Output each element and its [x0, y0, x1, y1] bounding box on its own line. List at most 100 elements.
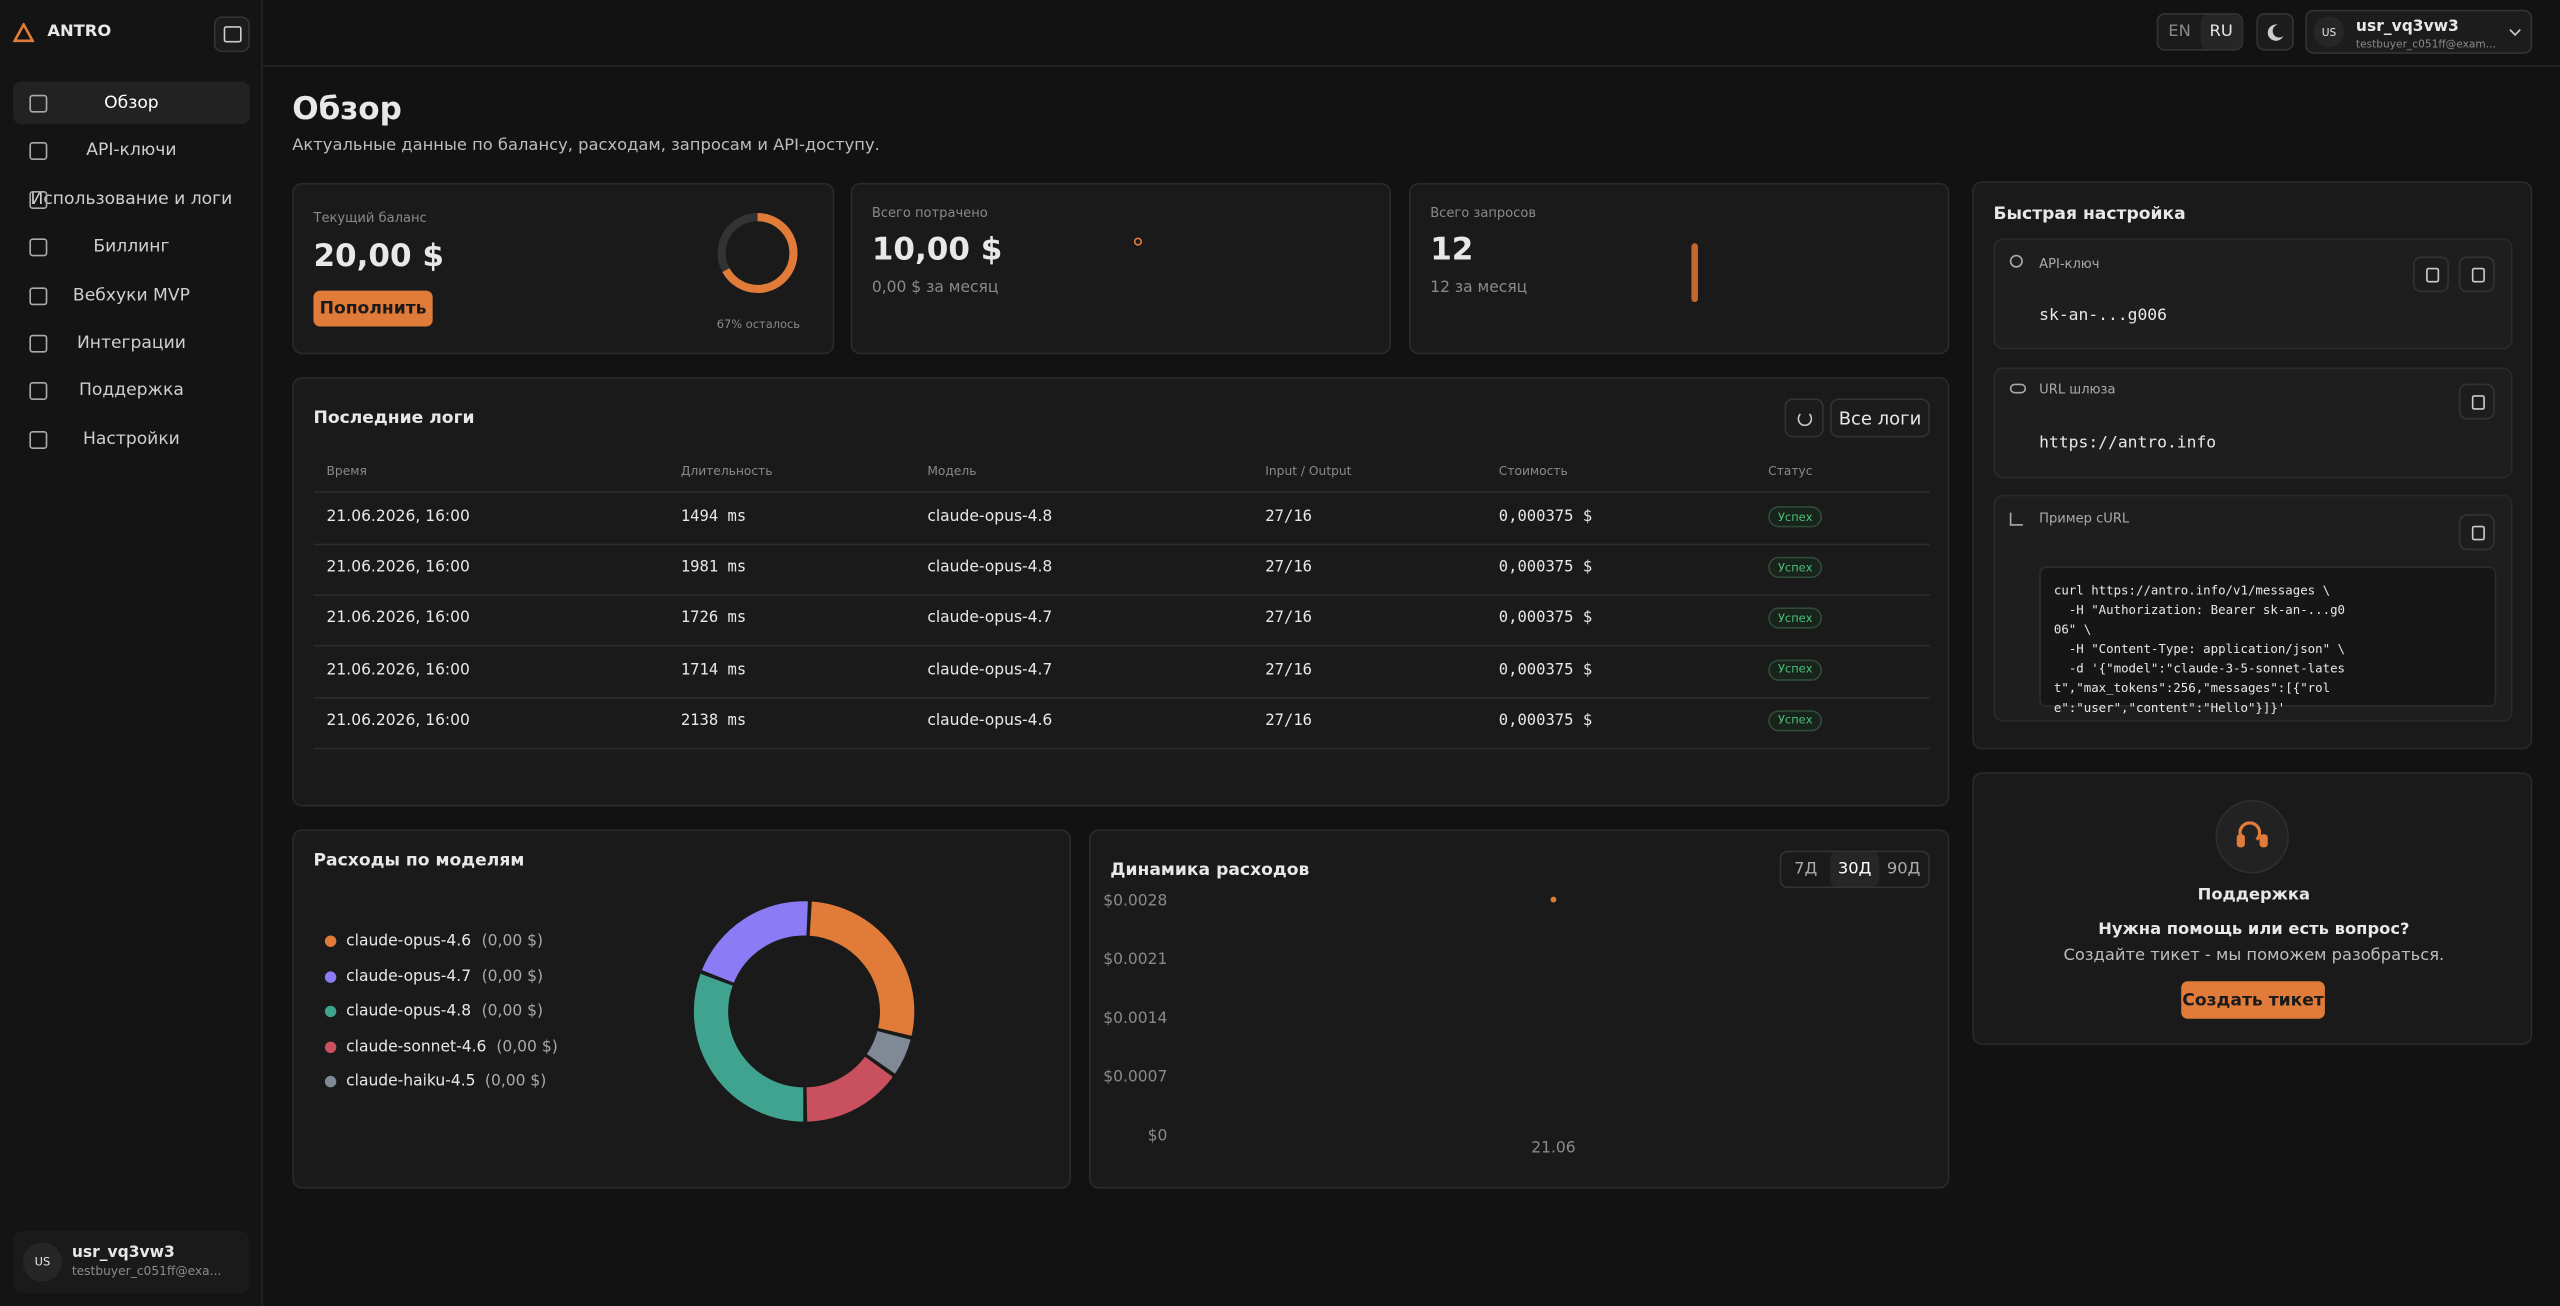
column-header: Стоимость — [1498, 463, 1568, 479]
nav-item[interactable]: API-ключи — [13, 130, 250, 172]
create-ticket-button[interactable]: Создать тикет — [2181, 981, 2325, 1019]
table-cell: claude-opus-4.7 — [927, 609, 1053, 628]
avatar: US — [2313, 16, 2345, 48]
table-cell: claude-opus-4.6 — [927, 711, 1053, 730]
donut-segment — [692, 971, 805, 1124]
nav-item[interactable]: Настройки — [13, 418, 250, 460]
nav-item[interactable]: Поддержка — [13, 370, 250, 412]
nav-item[interactable]: Биллинг — [13, 226, 250, 268]
legend-swatch — [324, 1040, 337, 1053]
row-divider — [313, 747, 1930, 750]
legend-amount: (0,00 $) — [481, 1002, 544, 1021]
nav-icon — [29, 382, 48, 401]
table-cell: claude-opus-4.8 — [927, 558, 1053, 577]
lang-ru[interactable]: RU — [2200, 14, 2242, 49]
legend-swatch — [324, 935, 337, 947]
legend-name: claude-sonnet-4.6 — [346, 1037, 487, 1056]
all-logs-button[interactable]: Все логи — [1830, 398, 1930, 438]
period-tab[interactable]: 30Д — [1830, 852, 1880, 887]
legend-amount: (0,00 $) — [481, 967, 544, 986]
nav-item[interactable]: Использование и логи — [29, 189, 233, 209]
toggle-visibility-button[interactable] — [2413, 256, 2449, 293]
legend-name: claude-opus-4.7 — [346, 967, 472, 986]
table-cell: 0,000375 $ — [1498, 507, 1593, 526]
gateway-value: https://antro.info — [2039, 434, 2217, 453]
stat-value: 10,00 $ — [871, 231, 1003, 268]
period-tab[interactable]: 7Д — [1794, 860, 1818, 879]
support-text: Создайте тикет - мы поможем разобраться. — [2063, 946, 2445, 965]
status-badge: Успех — [1768, 607, 1823, 630]
field-label: URL шлюза — [2039, 382, 2116, 397]
user-email: testbuyer_c051ff@exa... — [71, 1263, 222, 1279]
status-badge: Успех — [1768, 506, 1823, 528]
nav-icon — [29, 334, 48, 353]
logs-title: Последние логи — [313, 408, 475, 428]
nav-item[interactable]: Вебхуки MVP — [13, 274, 250, 316]
lang-en[interactable]: EN — [2168, 22, 2191, 41]
table-cell: 27/16 — [1265, 609, 1313, 628]
legend-swatch — [324, 1005, 337, 1018]
nav-icon — [29, 142, 48, 161]
stat-note: 0,00 $ за месяц — [871, 279, 999, 298]
theme-toggle[interactable] — [2256, 13, 2294, 51]
sidebar-toggle[interactable] — [213, 16, 250, 53]
copy-button[interactable] — [2458, 514, 2495, 551]
user-menu[interactable]: US usr_vq3vw3 testbuyer_c051ff@exam... — [2305, 9, 2533, 54]
code-box: curl https://antro.info/v1/messages \ -H… — [2039, 566, 2497, 715]
nav-icon — [29, 94, 48, 113]
legend-amount: (0,00 $) — [484, 1072, 547, 1091]
gateway-block: URL шлюза https://antro.info — [1993, 367, 2513, 479]
stat-value: 20,00 $ — [313, 238, 444, 275]
table-cell: claude-opus-4.7 — [927, 660, 1053, 679]
x-tick-label: 21.06 — [1531, 1139, 1575, 1157]
nav-icon — [29, 190, 48, 209]
table-cell: 21.06.2026, 16:00 — [326, 711, 470, 730]
period-tab[interactable]: 90Д — [1886, 860, 1921, 879]
requests-card: Всего запросов 12 12 за месяц — [1408, 182, 1950, 355]
nav-item[interactable]: Интеграции — [13, 322, 250, 364]
models-title: Расходы по моделям — [313, 850, 525, 871]
copy-button[interactable] — [2458, 383, 2495, 420]
chevron — [2509, 24, 2521, 36]
balance-gauge — [717, 213, 798, 294]
y-tick-label: $0 — [1148, 1126, 1168, 1144]
sparkbar — [1691, 243, 1698, 303]
table-cell: 27/16 — [1265, 711, 1313, 730]
nav-item[interactable]: Обзор — [13, 81, 250, 125]
table-cell: 0,000375 $ — [1498, 609, 1593, 628]
table-cell: 1981 ms — [680, 558, 747, 577]
balance-card: Текущий баланс 20,00 $ Пополнить 67% ост… — [292, 182, 835, 355]
column-header: Модель — [927, 463, 977, 479]
table-cell: 27/16 — [1265, 507, 1313, 526]
user-card[interactable]: US usr_vq3vw3 testbuyer_c051ff@exa... — [13, 1231, 250, 1294]
refresh-button[interactable] — [1784, 398, 1824, 438]
legend-amount: (0,00 $) — [481, 932, 544, 951]
link-icon — [2009, 383, 2027, 394]
legend-name: claude-haiku-4.5 — [346, 1072, 476, 1091]
table-cell: 0,000375 $ — [1498, 711, 1593, 730]
topup-button[interactable]: Пополнить — [313, 290, 433, 327]
support-icon — [2215, 799, 2289, 874]
data-point — [1550, 896, 1557, 903]
table-cell: 0,000375 $ — [1498, 660, 1593, 679]
stat-value: 12 — [1430, 231, 1474, 268]
logs-card: Последние логи Все логи Время Длительност… — [292, 377, 1950, 807]
status-badge: Успех — [1768, 557, 1823, 579]
chart-icon — [2009, 512, 2023, 526]
copy-button[interactable] — [2458, 256, 2495, 293]
donut-segment — [699, 899, 810, 985]
table-cell: 1714 ms — [680, 660, 747, 679]
row-divider — [313, 491, 1930, 494]
topbar-border — [262, 65, 2560, 67]
user-email: testbuyer_c051ff@exam... — [2355, 37, 2496, 51]
field-label: Пример cURL — [2039, 511, 2130, 526]
row-divider — [313, 543, 1930, 546]
y-tick-label: $0.0021 — [1103, 950, 1167, 968]
nav-icon — [29, 238, 48, 257]
nav-icon — [29, 286, 48, 305]
table-cell: 21.06.2026, 16:00 — [326, 558, 470, 577]
stat-label: Текущий баланс — [313, 210, 427, 226]
row-divider — [313, 594, 1930, 597]
sidebar: ANTRO Обзор API-ключи Использование и логи… — [0, 0, 263, 1306]
table-cell: 2138 ms — [680, 711, 747, 730]
